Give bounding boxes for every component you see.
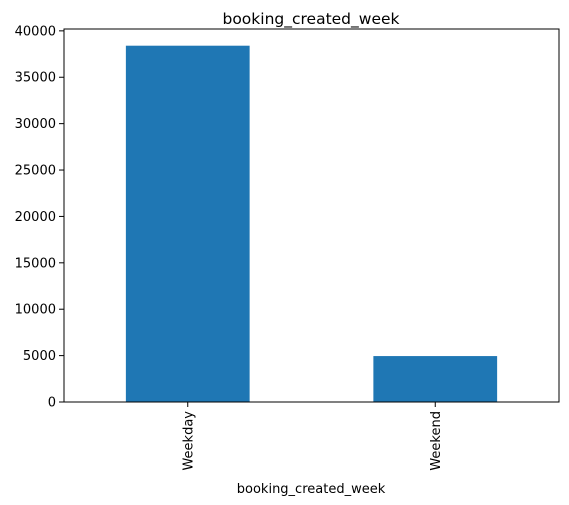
- plot-frame: [63, 28, 560, 403]
- bars: [125, 45, 498, 403]
- y-tick-label: 5000: [23, 349, 56, 364]
- x-tick-label: Weekend: [429, 411, 444, 471]
- y-tick-label: 40000: [15, 24, 56, 39]
- x-axis: Weekday Weekend: [181, 402, 444, 471]
- x-tick-label: Weekday: [181, 411, 196, 471]
- y-tick-label: 20000: [15, 210, 56, 225]
- y-tick-label: 30000: [15, 117, 56, 132]
- y-tick-label: 0: [48, 396, 56, 411]
- y-tick-label: 15000: [15, 256, 56, 271]
- bar-weekday: [125, 45, 250, 403]
- y-tick-label: 35000: [15, 71, 56, 86]
- x-axis-label: booking_created_week: [237, 482, 386, 497]
- bar-weekend: [373, 356, 498, 402]
- chart-title: booking_created_week: [222, 10, 399, 29]
- y-tick-label: 25000: [15, 164, 56, 179]
- y-axis: 0 5000 10000 15000 20000 25000 30000 35000 40000: [15, 24, 64, 411]
- y-tick-label: 10000: [15, 303, 56, 318]
